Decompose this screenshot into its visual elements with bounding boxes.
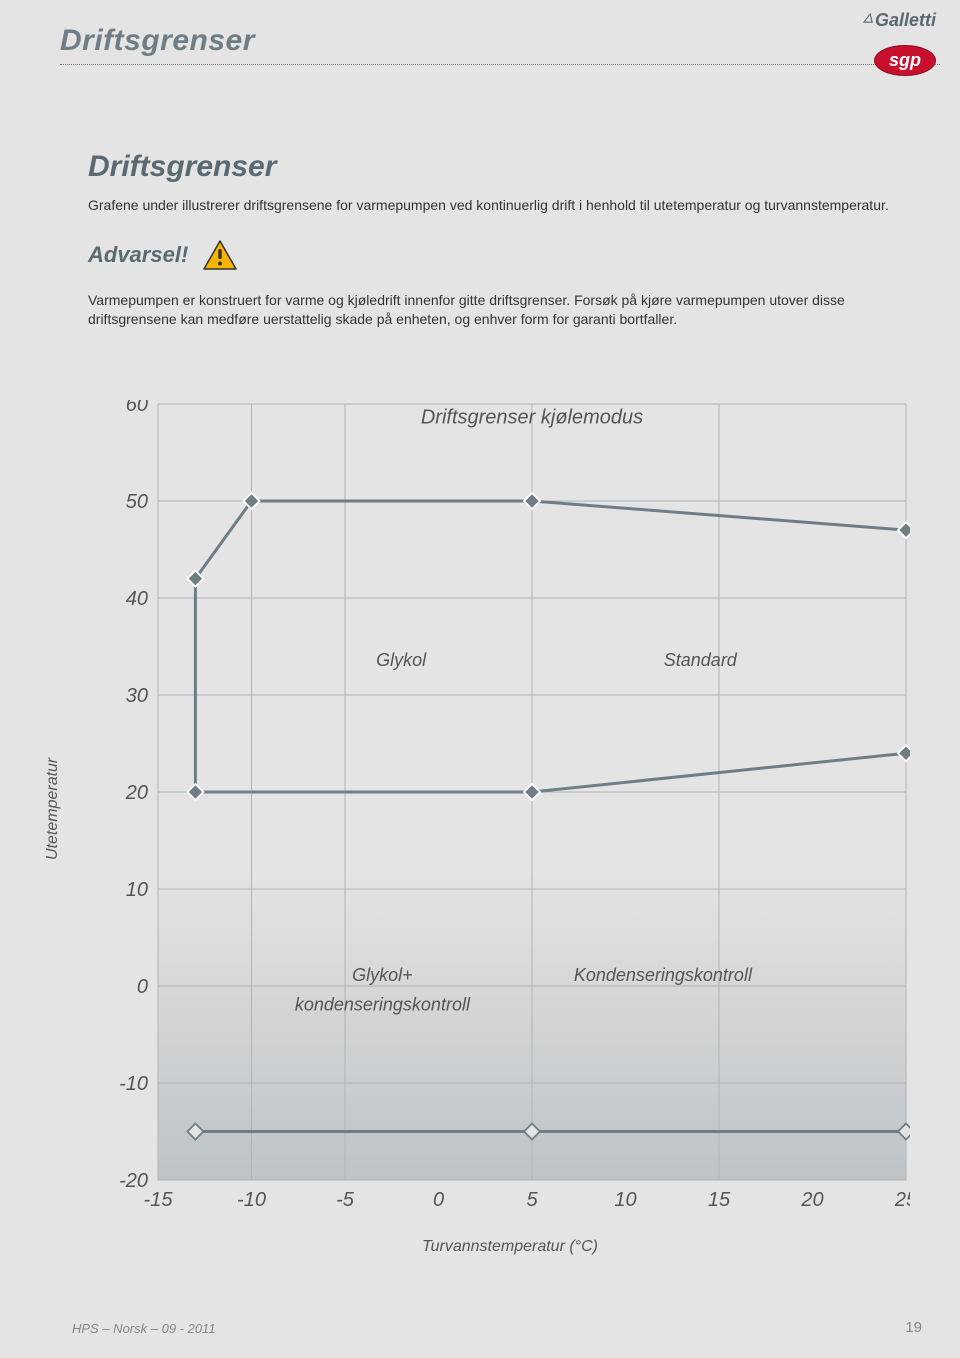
galletti-logo: △Galletti [864, 10, 936, 31]
chart-xlabel: Turvannstemperatur (°C) [110, 1238, 910, 1256]
body-text: Varmepumpen er konstruert for varme og k… [88, 291, 904, 329]
svg-text:60: 60 [126, 400, 148, 416]
svg-text:10: 10 [126, 879, 148, 901]
chart-svg: -20-100102030405060-15-10-50510152025Dri… [110, 400, 910, 1220]
svg-text:40: 40 [126, 588, 148, 610]
chart: -20-100102030405060-15-10-50510152025Dri… [110, 400, 910, 1220]
galletti-logo-text: Galletti [875, 10, 936, 30]
svg-text:5: 5 [526, 1189, 538, 1211]
svg-text:50: 50 [126, 491, 148, 513]
svg-text:Glykol: Glykol [376, 650, 427, 670]
svg-text:20: 20 [125, 782, 148, 804]
svg-text:Standard: Standard [664, 650, 738, 670]
svg-text:-5: -5 [336, 1189, 355, 1211]
footer-left: HPS – Norsk – 09 - 2011 [72, 1321, 216, 1336]
svg-text:25: 25 [894, 1189, 910, 1211]
svg-text:Glykol+: Glykol+ [352, 965, 413, 985]
svg-text:30: 30 [126, 685, 148, 707]
intro-text: Grafene under illustrerer driftsgrensene… [88, 196, 904, 215]
svg-text:20: 20 [800, 1189, 823, 1211]
warning-label: Advarsel! [88, 242, 188, 268]
svg-text:Kondenseringskontroll: Kondenseringskontroll [574, 965, 753, 985]
warning-icon [202, 239, 238, 271]
warning-row: Advarsel! [88, 239, 904, 271]
svg-text:10: 10 [614, 1189, 636, 1211]
svg-text:-10: -10 [119, 1073, 148, 1095]
logo-block: △Galletti sgp [864, 10, 936, 76]
svg-text:Driftsgrenser kjølemodus: Driftsgrenser kjølemodus [421, 406, 643, 428]
page-number: 19 [905, 1319, 922, 1336]
svg-text:15: 15 [708, 1189, 731, 1211]
svg-text:-10: -10 [237, 1189, 266, 1211]
svg-text:-15: -15 [144, 1189, 174, 1211]
page: Driftsgrenser △Galletti sgp Driftsgrense… [0, 0, 960, 1358]
sgp-logo: sgp [874, 45, 936, 76]
svg-text:0: 0 [433, 1189, 444, 1211]
header: Driftsgrenser [60, 24, 940, 84]
chart-wrap: Utetemperatur -20-100102030405060-15-10-… [50, 400, 920, 1280]
content-heading: Driftsgrenser [88, 150, 904, 184]
chart-ylabel: Utetemperatur [44, 758, 62, 860]
header-title: Driftsgrenser [60, 24, 940, 58]
svg-text:0: 0 [137, 976, 148, 998]
header-rule [60, 64, 940, 65]
svg-text:kondenseringskontroll: kondenseringskontroll [295, 994, 471, 1014]
content-block: Driftsgrenser Grafene under illustrerer … [88, 150, 904, 329]
